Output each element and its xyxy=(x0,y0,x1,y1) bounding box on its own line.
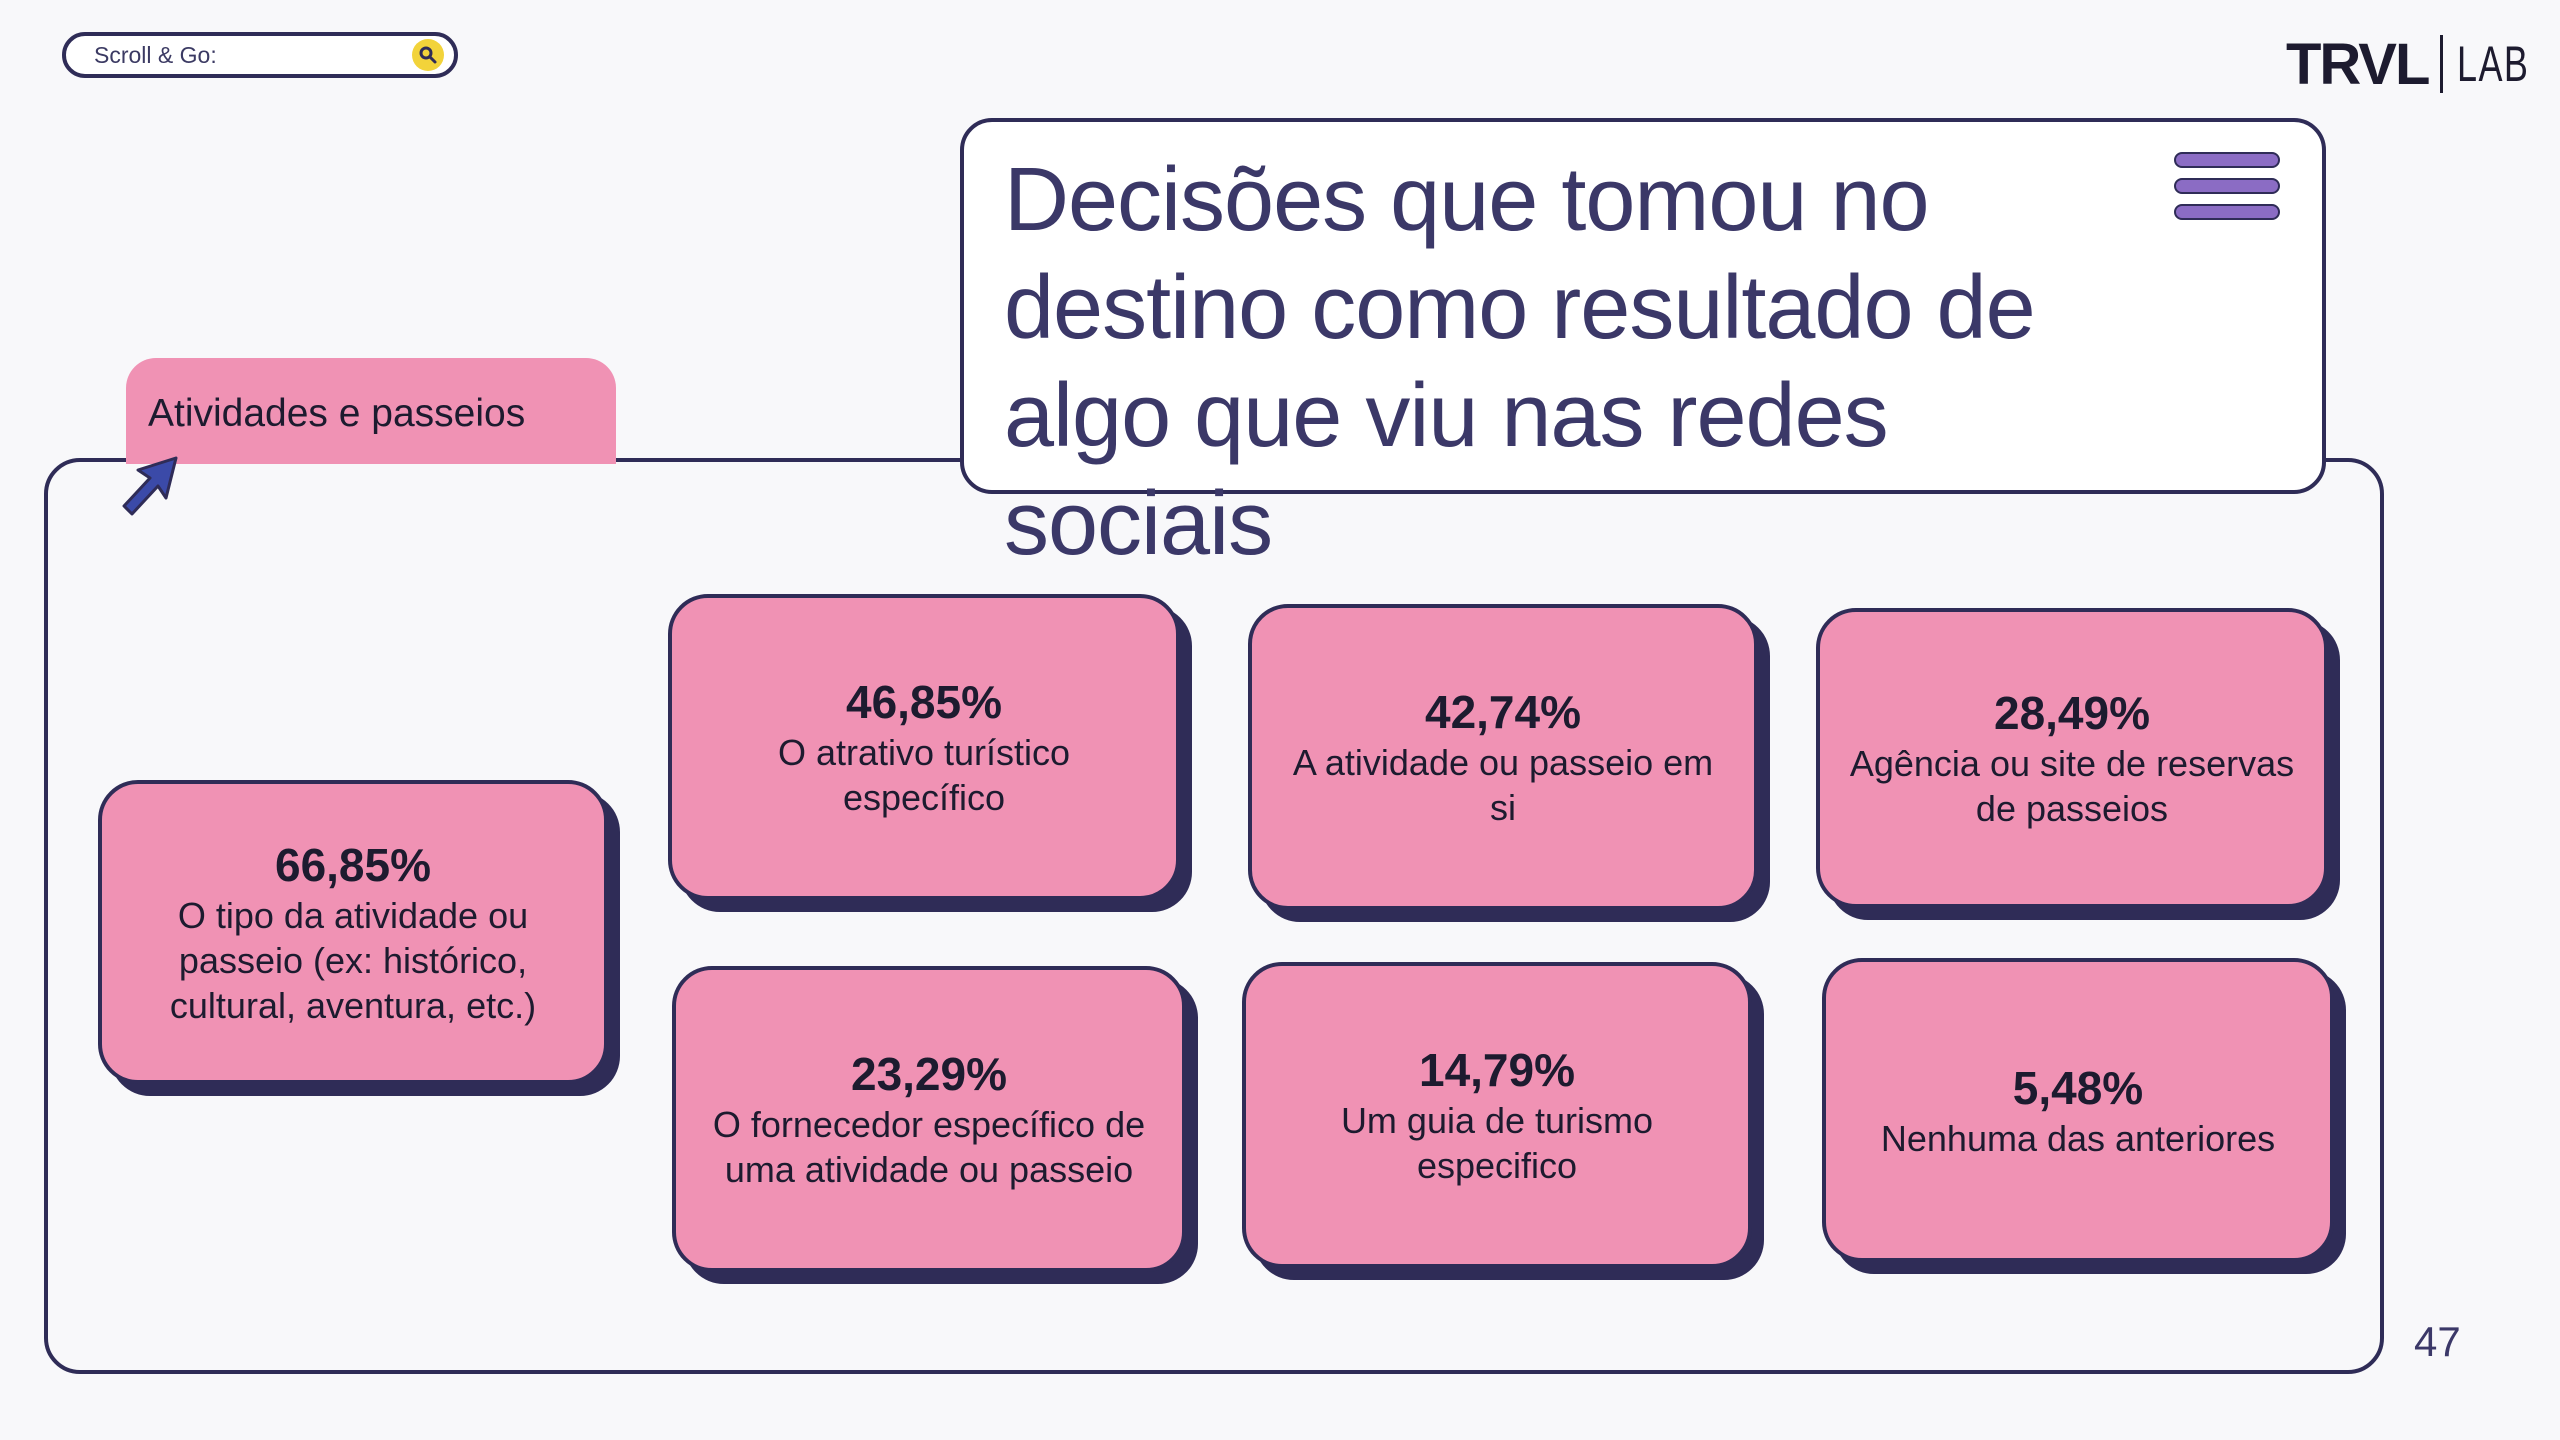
menu-icon-bar xyxy=(2174,178,2280,194)
category-tab: Atividades e passeios xyxy=(126,358,616,464)
search-bar[interactable]: Scroll & Go: xyxy=(62,32,458,78)
stat-card: 28,49% Agência ou site de reservas de pa… xyxy=(1816,608,2328,908)
page-title: Decisões que tomou no destino como resul… xyxy=(1004,150,2036,574)
search-label: Scroll & Go: xyxy=(94,41,217,68)
search-icon[interactable] xyxy=(412,39,444,71)
stat-card: 5,48% Nenhuma das anteriores xyxy=(1822,958,2334,1262)
stat-card: 46,85% O atrativo turístico específico xyxy=(668,594,1180,900)
menu-icon-bar xyxy=(2174,204,2280,220)
title-box: Decisões que tomou no destino como resul… xyxy=(960,118,2326,574)
stat-card: 23,29% O fornecedor específico de uma at… xyxy=(672,966,1186,1272)
stat-value: 66,85% xyxy=(274,838,431,891)
logo-divider xyxy=(2440,35,2444,93)
stat-card: 14,79% Um guia de turismo especifico xyxy=(1242,962,1752,1268)
stat-value: 28,49% xyxy=(1993,687,2150,739)
stat-card: 42,74% A atividade ou passeio em si xyxy=(1248,604,1758,910)
stat-label: O fornecedor específico de uma atividade… xyxy=(712,1104,1146,1190)
cursor-arrow-icon xyxy=(122,456,178,516)
logo-main-text: TRVL xyxy=(2286,31,2430,97)
stat-label: Agência ou site de reservas de passeios xyxy=(1849,743,2295,829)
stat-label: A atividade ou passeio em si xyxy=(1292,742,1714,828)
stat-label: Nenhuma das anteriores xyxy=(1880,1117,2276,1159)
category-tab-label: Atividades e passeios xyxy=(148,392,526,435)
trvl-lab-logo: TRVL LAB xyxy=(2286,31,2558,97)
logo-sub-text: LAB xyxy=(2457,36,2530,92)
stat-value: 42,74% xyxy=(1424,686,1581,738)
stat-label: Um guia de turismo especifico xyxy=(1340,1100,1654,1186)
stat-value: 14,79% xyxy=(1418,1044,1575,1096)
stat-value: 46,85% xyxy=(845,676,1002,728)
stat-label: O tipo da atividade ou passeio (ex: hist… xyxy=(169,894,537,1026)
stat-value: 5,48% xyxy=(2012,1061,2144,1114)
menu-icon-bar xyxy=(2174,152,2280,168)
stat-card: 66,85% O tipo da atividade ou passeio (e… xyxy=(98,780,608,1084)
page-number: 47 xyxy=(2414,1318,2461,1365)
stat-label: O atrativo turístico específico xyxy=(777,732,1071,818)
menu-icon[interactable] xyxy=(2174,152,2280,228)
stat-value: 23,29% xyxy=(850,1048,1007,1100)
